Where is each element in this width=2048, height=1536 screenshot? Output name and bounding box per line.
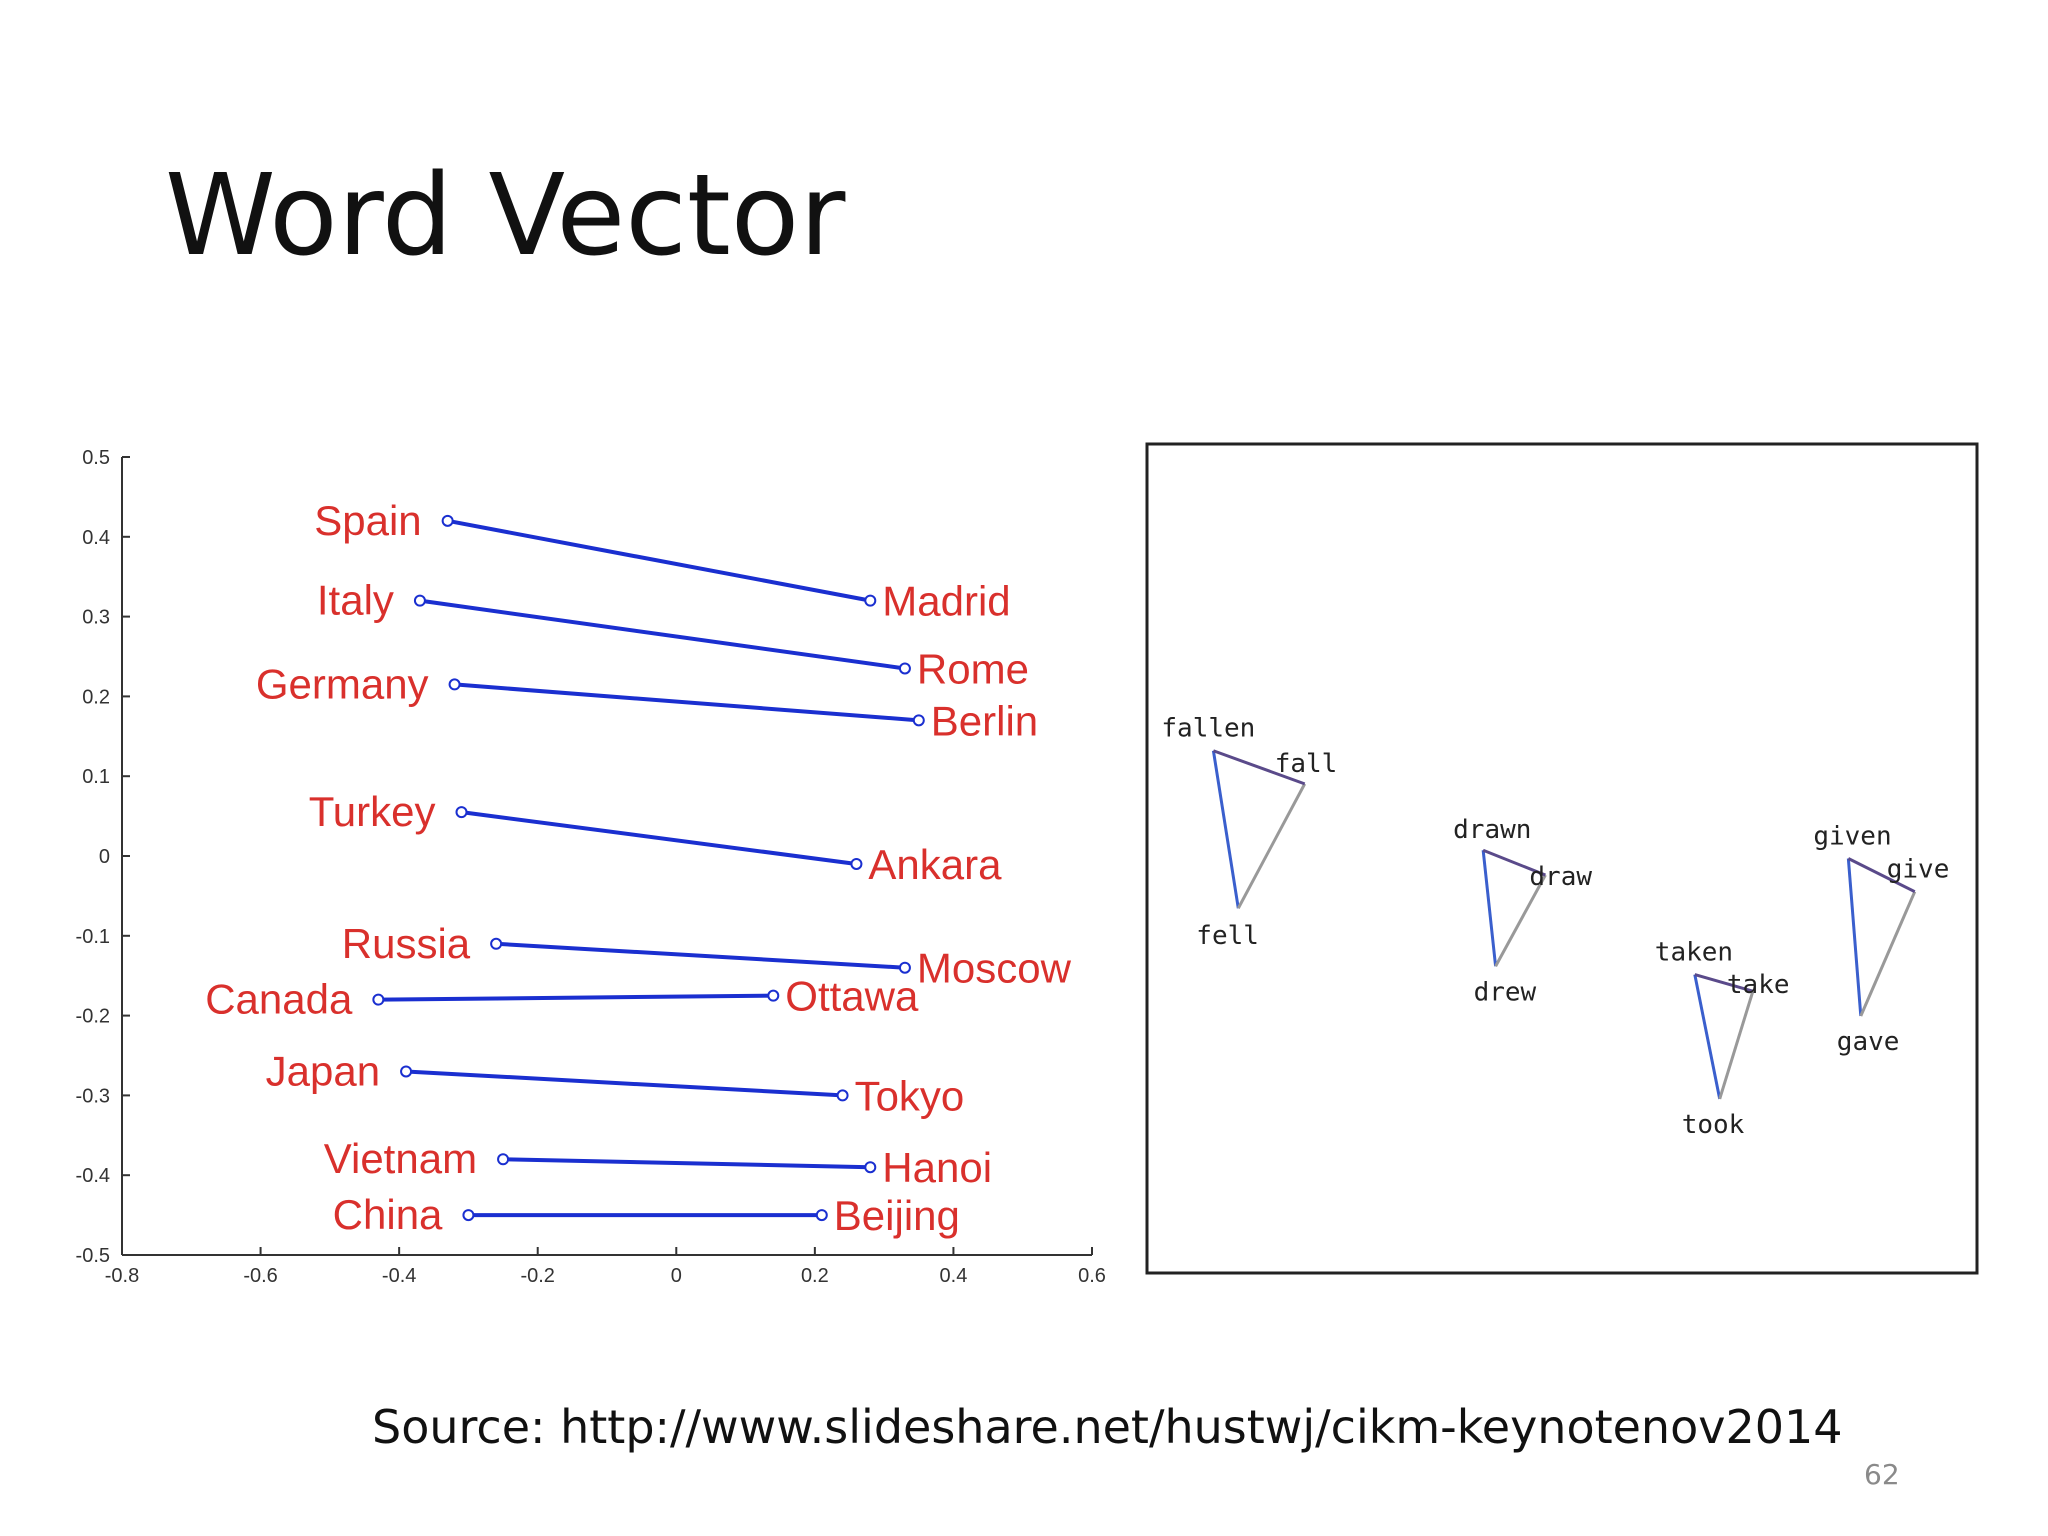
vector-line (503, 1157, 871, 1170)
country-point (372, 993, 385, 1006)
x-tick-label: 0.2 (801, 1265, 829, 1287)
word-label: drawn (1453, 815, 1531, 845)
country-label: Vietnam (324, 1135, 477, 1182)
y-tick-label: 0.5 (82, 447, 110, 469)
word-label: taken (1655, 938, 1733, 968)
word-label: fell (1196, 921, 1259, 951)
y-tick-label: -0.2 (76, 1006, 110, 1028)
word-label: fall (1275, 749, 1338, 779)
country-label: Turkey (309, 788, 436, 835)
participle-past-edge (1481, 850, 1498, 967)
present-past-edge (1859, 891, 1917, 1017)
capital-point (815, 1209, 828, 1222)
capital-label: Tokyo (855, 1072, 965, 1119)
present-past-edge (1718, 990, 1755, 1100)
country-label: Spain (314, 497, 421, 544)
slide-title: Word Vector (165, 151, 846, 281)
capital-label: Ottawa (785, 973, 919, 1020)
y-tick-label: 0.3 (82, 607, 110, 629)
capital-point (850, 857, 863, 870)
y-tick-label: -0.3 (76, 1085, 110, 1107)
y-tick-label: 0.4 (82, 527, 110, 549)
capital-point (864, 1161, 877, 1174)
country-point (462, 1209, 475, 1222)
capital-label: Ankara (868, 841, 1002, 888)
country-capital-chart: 0.5 0.4 0.3 0.2 0.1 0 -0.1 -0.2 -0.3 -0.4 -0.5-0.8… (76, 447, 1106, 1287)
x-tick-label: -0.4 (382, 1265, 416, 1287)
capital-label: Moscow (917, 945, 1072, 992)
vector-line (454, 682, 919, 723)
x-tick-label: 0.6 (1078, 1265, 1106, 1287)
country-label: Japan (266, 1047, 380, 1094)
word-label: given (1813, 822, 1891, 852)
x-tick-label: -0.6 (243, 1265, 277, 1287)
capital-point (767, 989, 780, 1002)
participle-present-edge (1482, 848, 1546, 877)
x-tick-label: -0.2 (520, 1265, 554, 1287)
participle-present-edge (1847, 857, 1916, 894)
capital-point (898, 662, 911, 675)
vector-line (447, 518, 871, 603)
y-tick-label: -0.1 (76, 926, 110, 948)
vector-line (461, 810, 857, 866)
country-point (400, 1065, 413, 1078)
vector-line (496, 941, 906, 970)
word-label: fallen (1161, 714, 1255, 744)
y-tick-label: 0 (99, 846, 110, 868)
participle-present-edge (1212, 749, 1306, 786)
present-past-edge (1236, 783, 1307, 909)
source-citation: Source: http://www.slideshare.net/hustwj… (372, 1400, 1843, 1454)
capital-point (898, 961, 911, 974)
capital-label: Hanoi (882, 1144, 992, 1191)
y-tick-label: -0.5 (76, 1245, 110, 1267)
word-label: draw (1529, 862, 1592, 892)
vector-line (378, 993, 774, 1002)
participle-past-edge (1846, 858, 1863, 1017)
word-label: take (1727, 970, 1790, 1000)
country-point (497, 1153, 510, 1166)
country-label: Canada (205, 976, 353, 1023)
y-tick-label: 0.2 (82, 686, 110, 708)
capital-point (912, 714, 925, 727)
x-tick-label: 0.4 (940, 1265, 968, 1287)
country-label: Germany (256, 660, 429, 707)
vector-line (419, 598, 906, 671)
participle-past-edge (1211, 750, 1240, 909)
word-label: took (1682, 1110, 1745, 1140)
capital-point (864, 594, 877, 607)
country-label: Russia (342, 920, 471, 967)
participle-past-edge (1693, 974, 1722, 1100)
capital-label: Rome (917, 645, 1029, 692)
vector-line (405, 1069, 843, 1098)
plot-frame (1145, 442, 1979, 1275)
word-label: drew (1474, 977, 1537, 1007)
country-point (490, 937, 503, 950)
y-tick-label: -0.4 (76, 1165, 110, 1187)
x-tick-label: -0.8 (105, 1265, 139, 1287)
x-tick-label: 0 (671, 1265, 682, 1287)
capital-point (836, 1089, 849, 1102)
country-point (455, 806, 468, 819)
page-number: 62 (1864, 1458, 1900, 1491)
capital-label: Beijing (834, 1192, 960, 1239)
y-tick-label: 0.1 (82, 766, 110, 788)
participle-present-edge (1694, 973, 1754, 993)
capital-label: Berlin (931, 697, 1038, 744)
word-label: give (1887, 855, 1950, 885)
country-label: Italy (317, 577, 394, 624)
word-label: gave (1837, 1027, 1900, 1057)
country-point (448, 678, 461, 691)
capital-label: Madrid (882, 578, 1010, 625)
country-point (441, 514, 454, 527)
present-past-edge (1494, 874, 1547, 967)
country-point (413, 594, 426, 607)
country-label: China (333, 1191, 443, 1238)
